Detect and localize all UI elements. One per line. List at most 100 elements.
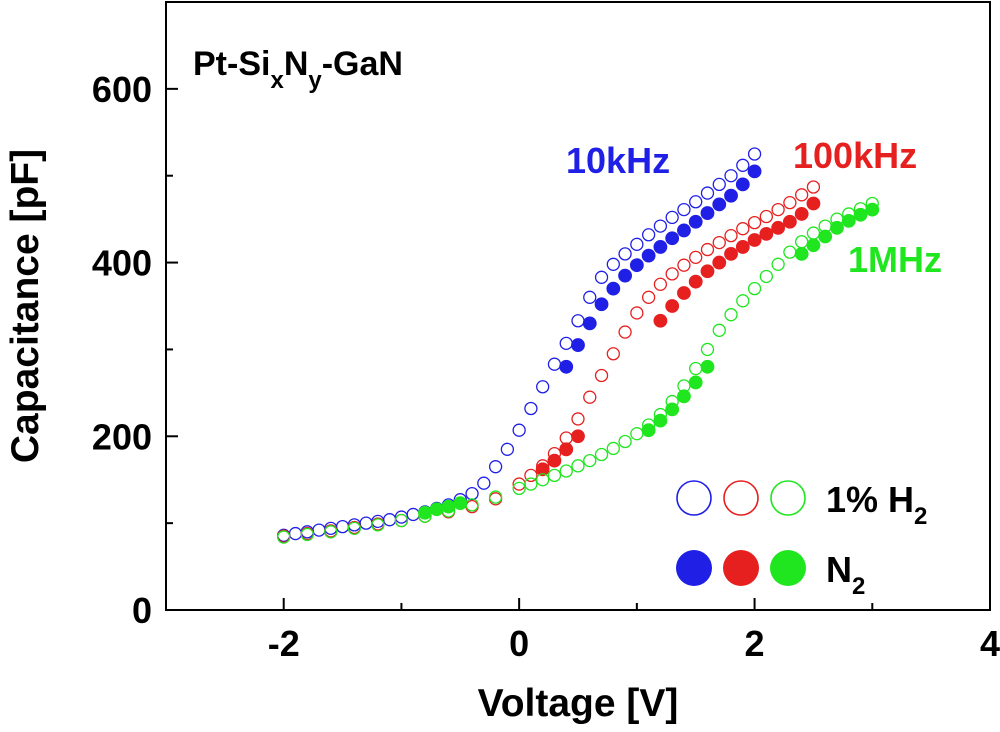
data-point bbox=[677, 286, 691, 300]
data-point bbox=[736, 294, 750, 308]
data-point bbox=[653, 240, 668, 254]
data-point bbox=[288, 526, 303, 541]
y-axis-label: Capacitance [pF] bbox=[4, 149, 47, 463]
data-point bbox=[324, 525, 338, 539]
data-point bbox=[747, 215, 762, 230]
data-point bbox=[359, 516, 373, 530]
y-tick-label: 200 bbox=[92, 416, 152, 457]
data-point bbox=[465, 486, 479, 501]
data-point bbox=[689, 195, 703, 209]
data-point bbox=[665, 231, 680, 246]
data-point bbox=[371, 518, 385, 532]
data-point bbox=[735, 240, 750, 254]
data-point bbox=[418, 505, 432, 520]
data-point bbox=[559, 359, 574, 374]
annotation-10khz: 10kHz bbox=[566, 140, 670, 181]
data-point bbox=[665, 299, 680, 313]
data-point bbox=[794, 207, 809, 221]
data-point bbox=[559, 336, 573, 350]
legend-filled-red-marker bbox=[723, 550, 759, 586]
data-point bbox=[618, 247, 632, 261]
data-point bbox=[536, 473, 550, 487]
data-point bbox=[724, 246, 738, 261]
legend-n2-text: N bbox=[826, 549, 852, 590]
title-suffix: -GaN bbox=[322, 45, 403, 83]
data-point bbox=[794, 246, 809, 261]
data-point bbox=[512, 423, 526, 437]
data-point bbox=[724, 188, 738, 203]
data-point bbox=[700, 186, 715, 200]
title-sub-y: y bbox=[308, 67, 322, 94]
data-point bbox=[559, 442, 574, 457]
data-point bbox=[712, 255, 727, 270]
data-point bbox=[594, 368, 609, 383]
plot-frame bbox=[165, 1, 991, 611]
data-point bbox=[571, 459, 585, 473]
data-point bbox=[594, 447, 609, 462]
data-point bbox=[712, 235, 726, 250]
legend-open-blue-marker bbox=[676, 480, 712, 516]
data-point bbox=[488, 490, 503, 504]
data-point bbox=[712, 323, 726, 337]
data-point bbox=[653, 219, 668, 233]
title-sub-x: x bbox=[270, 67, 284, 94]
x-tick-label: 4 bbox=[980, 623, 1000, 664]
data-point bbox=[759, 227, 774, 241]
data-point bbox=[795, 188, 809, 202]
data-point bbox=[747, 164, 762, 179]
legend-open-red-marker bbox=[723, 480, 759, 516]
x-axis-ticks: -2 0 2 4 bbox=[165, 598, 1000, 664]
y-tick-label: 400 bbox=[92, 243, 152, 284]
data-point bbox=[571, 314, 585, 328]
x-tick-label: 2 bbox=[745, 623, 765, 664]
data-point bbox=[736, 222, 750, 236]
data-point bbox=[700, 342, 715, 357]
data-point bbox=[606, 257, 620, 271]
data-point bbox=[724, 169, 738, 183]
data-point bbox=[818, 229, 833, 244]
data-point bbox=[665, 210, 679, 225]
data-point bbox=[583, 290, 597, 304]
data-point bbox=[606, 281, 621, 296]
data-point bbox=[477, 476, 491, 490]
data-point bbox=[630, 427, 644, 441]
data-point bbox=[736, 158, 750, 172]
data-point bbox=[606, 441, 620, 456]
data-point bbox=[689, 250, 703, 265]
data-point bbox=[677, 223, 691, 238]
data-point bbox=[841, 213, 856, 228]
data-point bbox=[277, 530, 291, 544]
legend-filled-blue-marker bbox=[676, 550, 712, 586]
data-point bbox=[641, 423, 656, 438]
data-point bbox=[712, 197, 727, 212]
data-point bbox=[500, 442, 515, 456]
series-100khz-n2 bbox=[535, 196, 821, 477]
data-point bbox=[571, 338, 585, 352]
data-point bbox=[677, 258, 691, 272]
data-point bbox=[653, 277, 668, 291]
legend-n2-sub: 2 bbox=[852, 573, 865, 600]
legend-open-green-marker bbox=[770, 480, 806, 516]
data-point bbox=[583, 453, 597, 468]
data-point bbox=[665, 267, 679, 281]
data-point bbox=[429, 502, 444, 517]
y-tick-label: 0 bbox=[132, 590, 152, 631]
legend-filled-green-marker bbox=[770, 550, 806, 586]
data-point bbox=[865, 202, 880, 217]
data-point bbox=[536, 380, 550, 394]
legend-h2-label: 1% H2 bbox=[826, 479, 927, 530]
data-point bbox=[582, 316, 597, 331]
legend-h2-sub: 2 bbox=[914, 503, 927, 530]
series-1mhz-n2 bbox=[418, 202, 880, 520]
data-point bbox=[583, 390, 597, 404]
data-point bbox=[641, 290, 656, 304]
data-point bbox=[853, 207, 868, 222]
data-point bbox=[571, 429, 585, 444]
data-point bbox=[524, 468, 538, 483]
data-point bbox=[571, 412, 585, 426]
data-point bbox=[759, 209, 773, 224]
x-axis-label: Voltage [V] bbox=[478, 682, 679, 725]
data-point bbox=[559, 431, 573, 445]
data-point bbox=[783, 195, 797, 210]
